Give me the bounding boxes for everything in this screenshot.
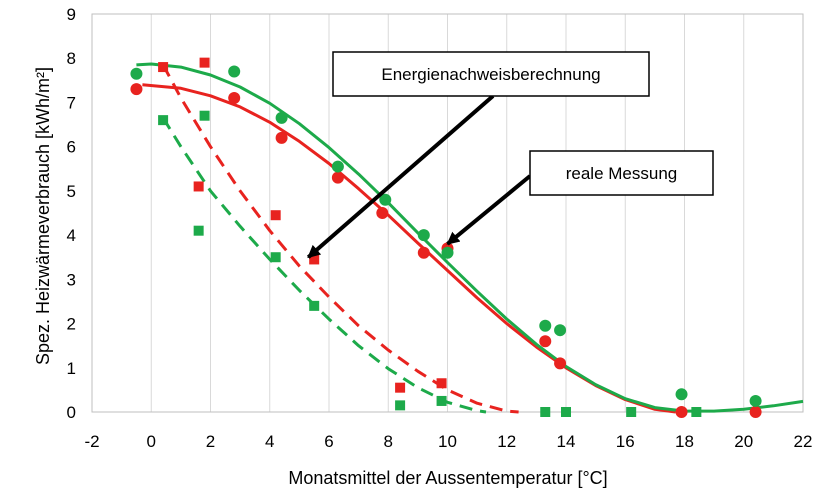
circle-data-point [130,83,143,96]
y-tick-label: 1 [67,359,76,378]
x-tick-label: 6 [324,432,333,451]
callout-arrow [446,174,532,246]
circle-data-point [749,406,762,418]
square-data-point [158,62,169,73]
callout-label: Energienachweisberechnung [381,65,600,84]
square-data-point [436,395,447,406]
circle-data-point [417,246,430,259]
circle-data-point [417,229,430,242]
square-data-point [540,407,551,417]
circle-data-point [275,111,288,124]
square-data-point [436,378,447,389]
dashed-trendline [161,117,487,414]
square-data-point [193,225,204,236]
circle-data-point [376,207,389,219]
square-data-point [309,254,320,265]
x-tick-label: 20 [734,432,753,451]
circle-data-point [539,319,552,332]
plot-area-border [91,13,804,413]
circle-data-point [228,65,241,78]
circle-data-point [539,335,552,348]
square-data-point [270,252,281,263]
square-data-point [193,181,204,192]
x-tick-label: 16 [616,432,635,451]
square-data-point [309,300,320,311]
square-data-point [158,115,169,126]
circle-data-point [675,388,688,401]
y-tick-label: 4 [67,226,76,245]
solid-trendline [136,62,804,413]
solid-trendline [142,83,676,414]
square-data-point [691,407,702,417]
y-axis-title: Spez. Heizwärmeverbrauch [kWh/m²] [33,67,53,365]
callout-arrow [306,94,495,259]
square-data-point [199,110,210,121]
callout-box [529,150,714,196]
x-tick-label: 8 [384,432,393,451]
circle-data-point [379,193,392,206]
circle-data-point [749,394,762,407]
square-data-point [561,407,571,417]
y-tick-label: 7 [67,93,76,112]
x-tick-label: -2 [84,432,99,451]
callouts: Energienachweisberechnung reale Messung [306,51,714,259]
circle-data-point [331,160,344,173]
x-tick-label: 10 [438,432,457,451]
circle-data-point [331,171,344,184]
y-tick-label: 8 [67,49,76,68]
x-tick-label: 18 [675,432,694,451]
y-tick-label: 2 [67,315,76,334]
x-tick-label: 22 [794,432,813,451]
y-tick-label: 6 [67,138,76,157]
y-tick-label: 5 [67,182,76,201]
x-tick-label: 2 [206,432,215,451]
circle-data-point [441,246,454,259]
square-data-point [395,382,406,393]
x-tick-label: 0 [147,432,156,451]
callout-box [332,51,650,97]
y-tick-label: 0 [67,403,76,422]
data-markers [130,57,762,418]
y-tick-label: 3 [67,270,76,289]
callout-label: reale Messung [566,164,678,183]
circle-data-point [275,131,288,144]
x-tick-label: 4 [265,432,274,451]
trendlines [136,62,804,414]
y-tick-label: 9 [67,5,76,24]
square-data-point [626,407,637,417]
x-tick-label: 12 [497,432,516,451]
circle-data-point [228,92,241,105]
x-tick-label: 14 [557,432,576,451]
circle-data-point [130,67,143,80]
square-data-point [270,210,281,221]
circle-data-point [554,324,567,337]
circle-data-point [675,406,688,418]
square-data-point [395,400,406,411]
square-data-point [199,57,210,68]
x-axis-title: Monatsmittel der Aussentemperatur [°C] [288,468,607,488]
circle-data-point [554,357,567,370]
dashed-trendline [161,64,519,414]
